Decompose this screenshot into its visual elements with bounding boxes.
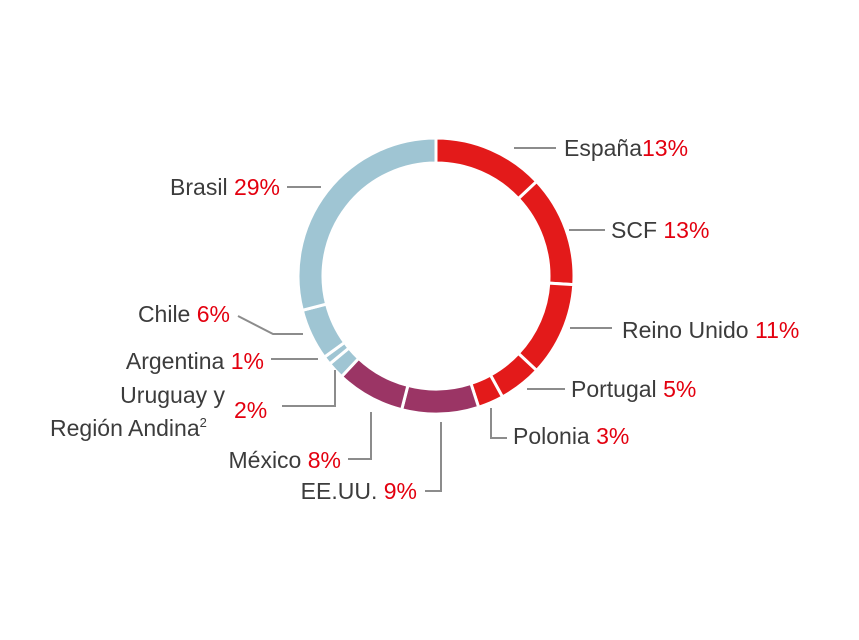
label-uruguay-line1: Uruguay y bbox=[120, 382, 225, 408]
leader-line-mexico bbox=[348, 412, 372, 460]
label-argentina: Argentina 1% bbox=[126, 348, 264, 374]
leader-line-uruguay bbox=[282, 370, 336, 407]
label-uruguay-line2: Región Andina2 bbox=[50, 415, 207, 441]
label-brasil: Brasil 29% bbox=[170, 174, 280, 200]
slice-reino-unido bbox=[516, 281, 576, 373]
label-eeuu: EE.UU. 9% bbox=[301, 478, 417, 504]
label-scf: SCF 13% bbox=[611, 217, 709, 243]
leader-line-polonia bbox=[490, 408, 507, 439]
slice-scf bbox=[516, 179, 576, 287]
slice-ee-uu- bbox=[399, 381, 481, 416]
leader-lines bbox=[237, 147, 612, 492]
label-reino-unido: Reino Unido 11% bbox=[622, 317, 799, 343]
leader-line-eeuu bbox=[425, 422, 442, 492]
label-polonia: Polonia 3% bbox=[513, 423, 629, 449]
label-chile: Chile 6% bbox=[138, 301, 230, 327]
slice-brasil bbox=[296, 136, 438, 313]
label-espana: España13% bbox=[564, 135, 688, 161]
donut-slices bbox=[296, 136, 576, 416]
label-mexico: México 8% bbox=[229, 447, 342, 473]
value-uruguay: 2% bbox=[234, 397, 267, 423]
label-portugal: Portugal 5% bbox=[571, 376, 696, 402]
leader-line-chile bbox=[237, 315, 303, 335]
